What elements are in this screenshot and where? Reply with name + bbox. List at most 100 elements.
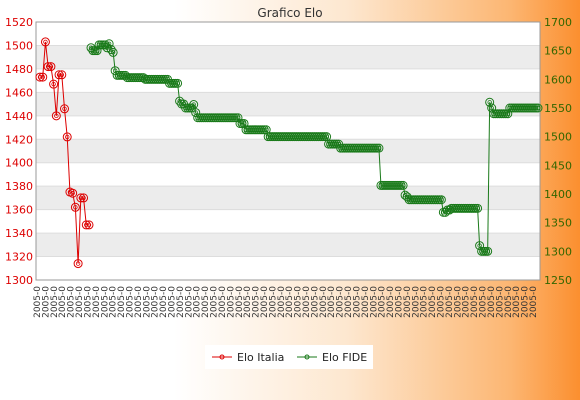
data-point-inner	[45, 64, 51, 69]
grid-band	[36, 115, 540, 140]
x-tick-label: 2005-0	[352, 286, 362, 318]
data-point-inner	[241, 121, 247, 126]
x-tick-label: 2005-0	[479, 286, 489, 318]
x-tick-label: 2005-0	[75, 286, 85, 318]
x-tick-label: 2005-0	[521, 286, 531, 318]
data-point-inner	[108, 47, 114, 52]
x-tick-label: 2005-0	[243, 286, 253, 318]
x-tick-label: 2005-0	[462, 286, 472, 318]
data-point-outer	[46, 62, 56, 72]
data-point-outer	[81, 220, 91, 230]
data-point-inner	[40, 74, 45, 80]
grid-band	[36, 92, 540, 116]
grid-band	[36, 68, 540, 93]
x-tick-label: 2005-0	[252, 286, 262, 318]
x-tick-label: 2005-0	[361, 286, 371, 318]
grid-band	[36, 209, 540, 234]
right-tick-label: 1550	[544, 102, 572, 115]
legend-marker-italia	[219, 354, 225, 360]
x-tick-label: 2005-0	[33, 286, 43, 318]
left-tick-label: 1380	[5, 180, 33, 193]
x-tick-label: 2005-0	[92, 286, 102, 318]
legend-item-italia: Elo Italia	[212, 351, 284, 364]
right-tick-label: 1700	[544, 16, 572, 29]
data-point-inner	[189, 105, 194, 111]
legend: Elo Italia Elo FIDE	[205, 345, 373, 369]
data-point-outer	[43, 62, 53, 72]
x-tick-label: 2005-0	[437, 286, 447, 318]
data-point-outer	[483, 246, 493, 256]
series-elo-italia	[35, 37, 94, 269]
left-tick-label: 1400	[5, 157, 33, 170]
grid-band	[36, 139, 540, 163]
x-tick-label: 2005-0	[327, 286, 337, 318]
data-point-inner	[59, 72, 64, 77]
x-tick-label: 2005-0	[125, 286, 135, 318]
x-tick-label: 2005-0	[445, 286, 455, 318]
legend-marker-fide	[304, 354, 310, 360]
right-tick-label: 1350	[544, 217, 572, 230]
data-point-inner	[84, 222, 89, 228]
x-tick-label: 2005-0	[100, 286, 110, 318]
x-tick-label: 2005-0	[285, 286, 295, 318]
data-point-inner	[43, 39, 48, 45]
legend-label-fide: Elo FIDE	[322, 351, 367, 364]
grid-band	[36, 162, 540, 187]
x-tick-label: 2005-0	[184, 286, 194, 318]
x-tick-label: 2005-0	[168, 286, 178, 318]
x-tick-label: 2005-0	[386, 286, 396, 318]
left-tick-label: 1320	[5, 251, 33, 264]
right-axis-ticks: 1250 1300 1350 1400 1450 1500 1550 1600 1650 1700	[544, 16, 572, 287]
data-point-outer	[261, 125, 271, 135]
data-point-outer	[38, 72, 48, 82]
data-point-outer	[436, 195, 446, 205]
data-point-outer	[239, 118, 249, 128]
x-tick-label: 2005-0	[159, 286, 169, 318]
data-point-outer	[57, 70, 67, 80]
right-tick-label: 1450	[544, 159, 572, 172]
x-tick-label: 2005-0	[420, 286, 430, 318]
data-point-outer	[54, 70, 64, 80]
left-tick-label: 1460	[5, 86, 33, 99]
grid-band	[36, 233, 540, 257]
data-point-outer	[68, 188, 78, 198]
grid-band	[36, 22, 540, 46]
data-point-outer	[62, 132, 72, 142]
data-point-inner	[439, 197, 444, 202]
data-point-inner	[75, 261, 81, 266]
data-point-outer	[79, 193, 89, 203]
data-point-outer	[35, 72, 45, 82]
x-tick-label: 2005-0	[41, 286, 51, 318]
x-axis-ticks: 2005-02005-02005-02005-02005-02005-02005…	[33, 286, 539, 318]
data-point-inner	[73, 205, 78, 210]
series-line	[40, 41, 89, 264]
legend-item-fide: Elo FIDE	[297, 351, 367, 364]
x-tick-label: 2005-0	[134, 286, 144, 318]
x-tick-label: 2005-0	[151, 286, 161, 318]
left-tick-label: 1340	[5, 227, 33, 240]
right-tick-label: 1250	[544, 274, 572, 287]
data-point-outer	[108, 47, 118, 57]
x-tick-label: 2005-0	[369, 286, 379, 318]
x-tick-label: 2005-0	[344, 286, 354, 318]
data-point-inner	[475, 206, 480, 211]
x-tick-label: 2005-0	[117, 286, 127, 318]
data-point-inner	[37, 74, 43, 80]
left-tick-label: 1300	[5, 274, 33, 287]
left-tick-label: 1440	[5, 110, 33, 123]
grid-band	[36, 256, 540, 280]
data-point-outer	[485, 97, 495, 107]
x-tick-label: 2005-0	[403, 286, 413, 318]
x-tick-label: 2005-0	[58, 286, 68, 318]
data-point-inner	[324, 134, 329, 139]
data-point-outer	[189, 100, 199, 110]
right-tick-label: 1400	[544, 188, 572, 201]
data-point-outer	[533, 103, 543, 113]
data-point-outer	[374, 143, 384, 153]
right-tick-label: 1300	[544, 245, 572, 258]
data-point-inner	[78, 195, 84, 201]
data-point-outer	[473, 203, 483, 213]
data-point-inner	[485, 249, 490, 254]
